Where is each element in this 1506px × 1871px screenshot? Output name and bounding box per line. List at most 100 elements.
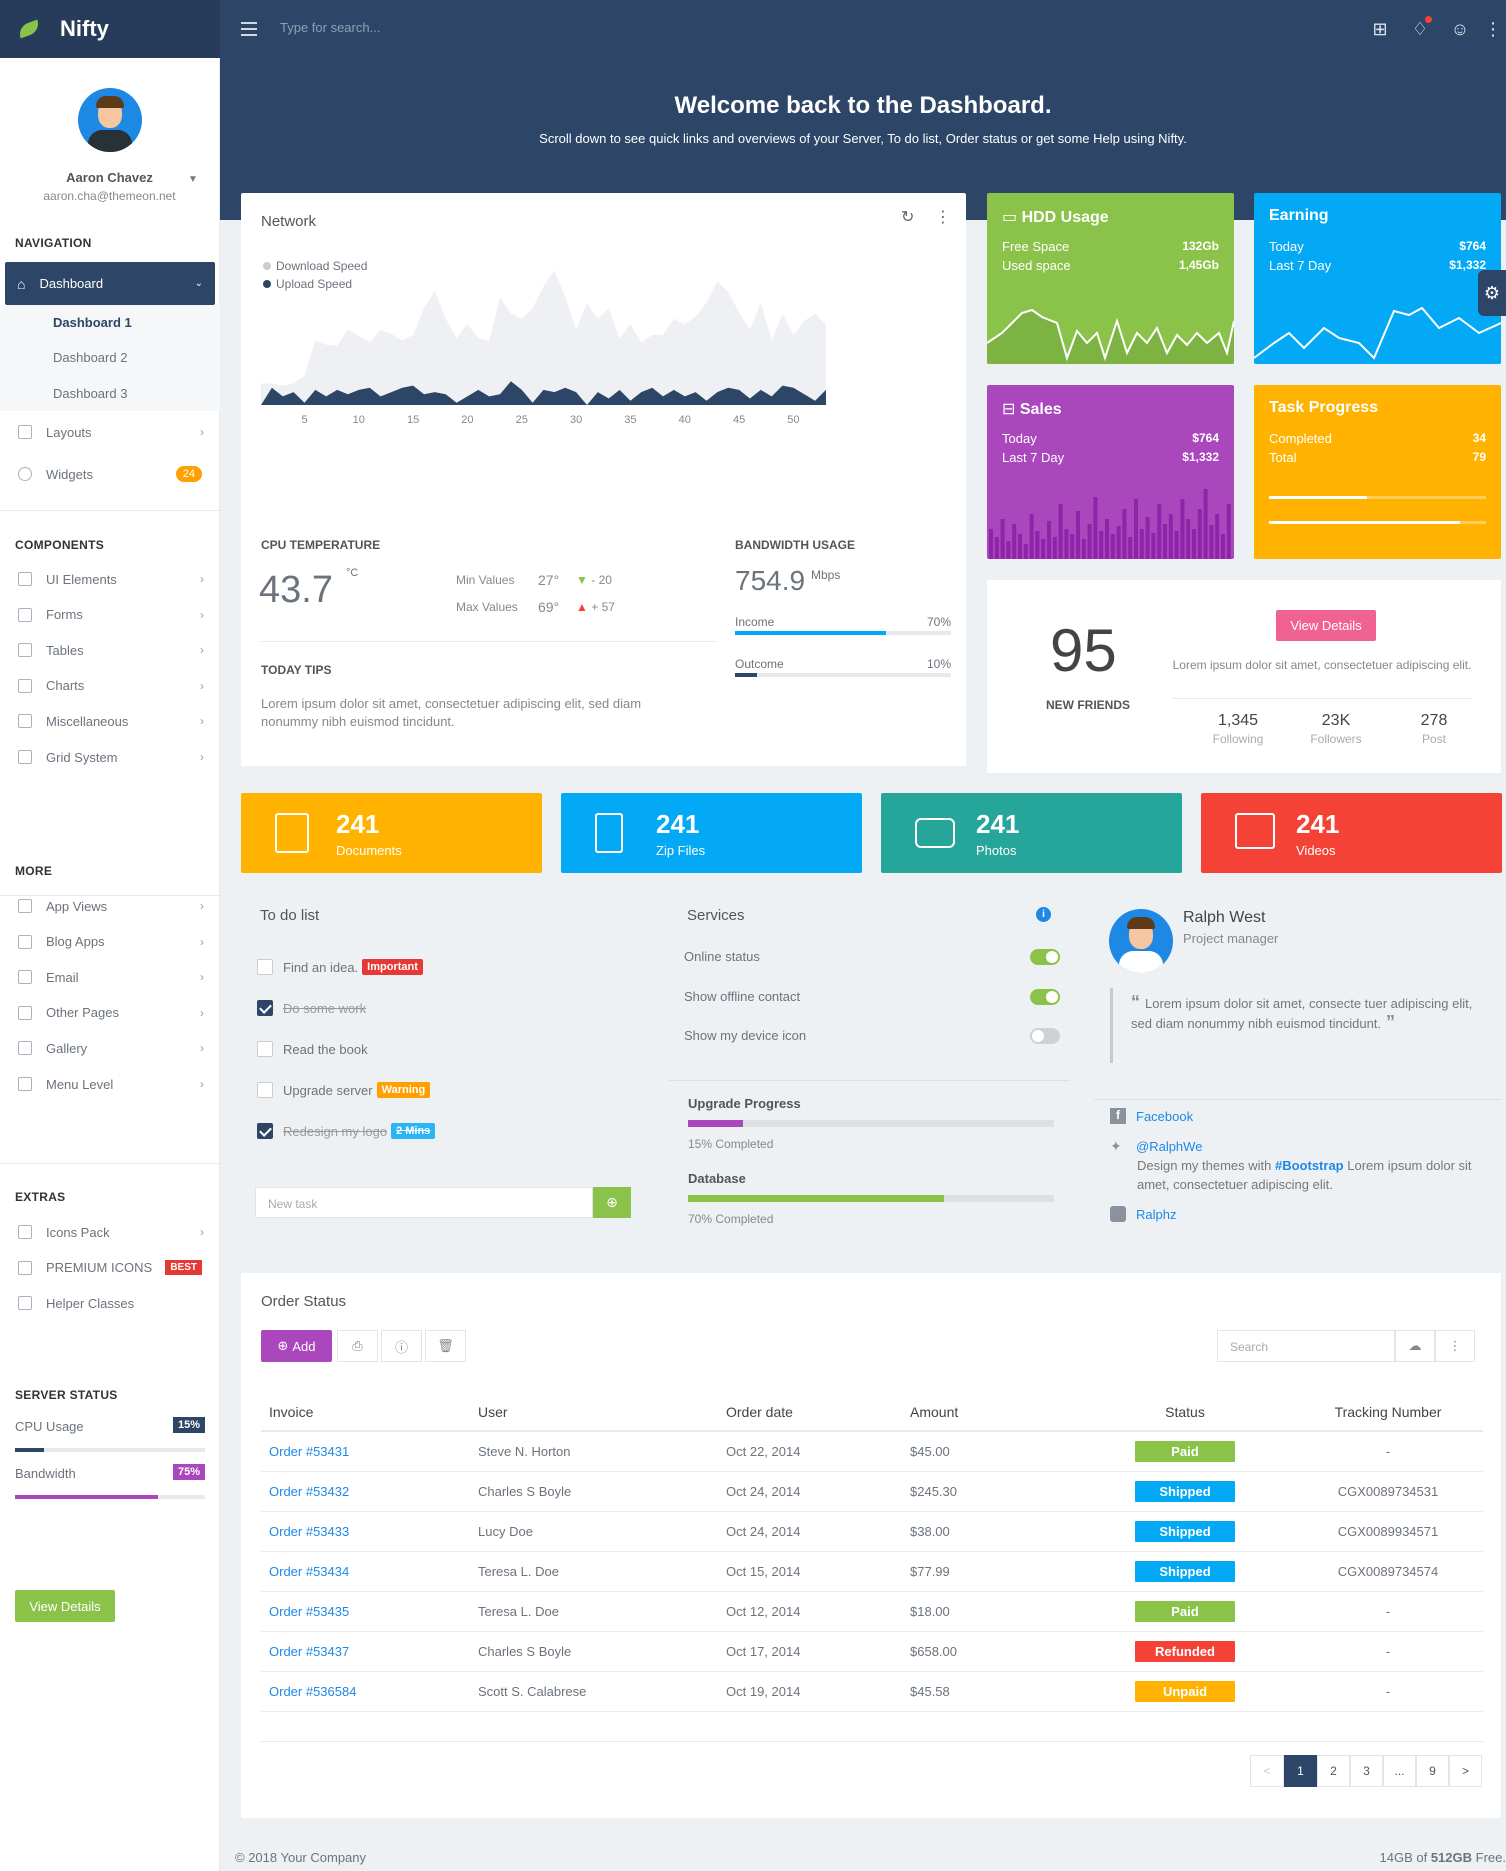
- videos-stat[interactable]: 241 Videos: [1201, 793, 1502, 873]
- sidebar-item-comp-2[interactable]: Tables ›: [0, 629, 220, 671]
- min-value: 27°: [538, 572, 560, 588]
- info-button[interactable]: ⓘ: [381, 1330, 422, 1362]
- pagination-item[interactable]: <: [1250, 1755, 1284, 1787]
- column-header[interactable]: Order date: [726, 1393, 910, 1432]
- pagination-item[interactable]: 1: [1284, 1755, 1317, 1787]
- sidebar-item-comp-1[interactable]: Forms ›: [0, 594, 220, 636]
- sales-tile[interactable]: ⊟ Sales Today $764 Last 7 Day $1,332: [987, 385, 1234, 559]
- sidebar-sub-dashboard-2[interactable]: Dashboard 2: [0, 340, 220, 375]
- sidebar-item-extra-1[interactable]: PREMIUM ICONS BEST: [0, 1247, 220, 1289]
- sidebar-item-widgets[interactable]: Widgets 24: [0, 453, 220, 495]
- profile-name[interactable]: Aaron Chavez: [66, 170, 153, 185]
- todo-checkbox[interactable]: [257, 1041, 273, 1057]
- caret-down-icon[interactable]: ▼: [188, 174, 198, 185]
- sidebar-item-more-2[interactable]: Email ›: [0, 956, 220, 998]
- column-header[interactable]: Invoice: [261, 1393, 478, 1432]
- sidebar-item-dashboard[interactable]: ⌂ Dashboard ⌄: [5, 262, 215, 305]
- twitter-link[interactable]: ✦ @RalphWe: [1110, 1138, 1202, 1155]
- order-search-input[interactable]: Search: [1217, 1330, 1395, 1362]
- sidebar-item-more-5[interactable]: Menu Level ›: [0, 1063, 220, 1105]
- search-input[interactable]: Type for search...: [280, 20, 381, 35]
- todo-item[interactable]: Read the book: [257, 1041, 368, 1057]
- more-vertical-icon[interactable]: ⋮: [1484, 18, 1502, 39]
- toggle-online-status[interactable]: [1030, 949, 1060, 965]
- invoice-link[interactable]: Order #53434: [261, 1551, 478, 1592]
- info-icon[interactable]: i: [1036, 907, 1051, 922]
- instagram-link[interactable]: Ralphz: [1110, 1206, 1176, 1222]
- tweet-hashtag[interactable]: #Bootstrap: [1275, 1158, 1344, 1173]
- sidebar-item-comp-3[interactable]: Charts ›: [0, 665, 220, 707]
- print-button[interactable]: ⎙: [337, 1330, 378, 1362]
- todo-item[interactable]: Do some work: [257, 1000, 366, 1016]
- sales-bar: [1116, 526, 1121, 559]
- pagination-item[interactable]: ...: [1383, 1755, 1416, 1787]
- new-task-input[interactable]: New task: [255, 1187, 593, 1218]
- invoice-link[interactable]: Order #53437: [261, 1631, 478, 1672]
- facebook-link[interactable]: f Facebook: [1110, 1108, 1193, 1124]
- tile-label: Last 7 Day: [1002, 450, 1065, 465]
- sidebar-item-layouts[interactable]: Layouts ›: [0, 411, 220, 453]
- column-header[interactable]: Status: [1077, 1393, 1293, 1432]
- hdd-usage-tile[interactable]: ▭ HDD Usage Free Space 132Gb Used space 1,…: [987, 193, 1234, 364]
- sidebar-item-extra-2[interactable]: Helper Classes: [0, 1282, 220, 1324]
- camera-icon: [915, 818, 955, 848]
- sidebar-sub-dashboard-1[interactable]: Dashboard 1: [0, 305, 220, 340]
- toggle-offline-contact[interactable]: [1030, 989, 1060, 1005]
- download-button[interactable]: ☁: [1395, 1330, 1435, 1362]
- bell-icon[interactable]: ♢: [1400, 15, 1440, 40]
- more-options-button[interactable]: ⋮: [1435, 1330, 1475, 1362]
- column-header[interactable]: User: [478, 1393, 726, 1432]
- settings-gear-icon[interactable]: ⚙: [1478, 270, 1506, 316]
- avatar[interactable]: [77, 88, 142, 152]
- more-vertical-icon[interactable]: ⋮: [935, 209, 951, 226]
- documents-stat[interactable]: 241 Documents: [241, 793, 542, 873]
- sidebar-sub-dashboard-3[interactable]: Dashboard 3: [0, 375, 220, 411]
- view-details-button[interactable]: View Details: [15, 1590, 115, 1622]
- todo-checkbox[interactable]: [257, 1123, 273, 1139]
- invoice-link[interactable]: Order #53431: [261, 1431, 478, 1472]
- pagination-item[interactable]: 3: [1350, 1755, 1383, 1787]
- invoice-link[interactable]: Order #53433: [261, 1511, 478, 1552]
- add-order-button[interactable]: ⊕ Add: [261, 1330, 332, 1362]
- pagination-item[interactable]: 2: [1317, 1755, 1350, 1787]
- user-icon[interactable]: ☺: [1450, 18, 1470, 39]
- sidebar-item-more-1[interactable]: Blog Apps ›: [0, 921, 220, 963]
- status-cell: Shipped: [1077, 1511, 1293, 1552]
- menu-toggle-icon[interactable]: [241, 22, 257, 36]
- invoice-link[interactable]: Order #536584: [261, 1671, 478, 1712]
- sidebar-item-extra-0[interactable]: Icons Pack ›: [0, 1211, 220, 1253]
- add-task-button[interactable]: ⊕: [593, 1187, 631, 1218]
- pagination-item[interactable]: >: [1449, 1755, 1482, 1787]
- zip-files-stat[interactable]: 241 Zip Files: [561, 793, 862, 873]
- sidebar-item-comp-0[interactable]: UI Elements ›: [0, 558, 220, 600]
- todo-checkbox[interactable]: [257, 1082, 273, 1098]
- invoice-link[interactable]: Order #53435: [261, 1591, 478, 1632]
- sidebar-item-label: Layouts: [46, 424, 92, 440]
- photos-stat[interactable]: 241 Photos: [881, 793, 1182, 873]
- avatar[interactable]: [1109, 909, 1173, 973]
- refresh-icon[interactable]: ↻: [901, 209, 915, 226]
- column-header[interactable]: Amount: [910, 1393, 1077, 1432]
- todo-checkbox[interactable]: [257, 959, 273, 975]
- grid-icon[interactable]: ⊞: [1372, 18, 1388, 39]
- sidebar-item-comp-5[interactable]: Grid System ›: [0, 736, 220, 778]
- sidebar-item-more-0[interactable]: App Views ›: [0, 885, 220, 927]
- sidebar-item-more-3[interactable]: Other Pages ›: [0, 992, 220, 1034]
- date-cell: Oct 19, 2014: [726, 1671, 910, 1712]
- todo-item[interactable]: Redesign my logo 2 Mins: [257, 1123, 436, 1139]
- todo-checkbox[interactable]: [257, 1000, 273, 1016]
- sidebar-item-comp-4[interactable]: Miscellaneous ›: [0, 700, 220, 742]
- todo-item[interactable]: Upgrade server Warning: [257, 1082, 431, 1098]
- sidebar-item-more-4[interactable]: Gallery ›: [0, 1027, 220, 1069]
- toggle-device-icon[interactable]: [1030, 1028, 1060, 1044]
- todo-item[interactable]: Find an idea. Important: [257, 959, 423, 975]
- user-cell: Scott S. Calabrese: [478, 1671, 726, 1712]
- view-details-button[interactable]: View Details: [1276, 610, 1376, 641]
- column-header[interactable]: Tracking Number: [1293, 1393, 1483, 1432]
- pagination-item[interactable]: 9: [1416, 1755, 1449, 1787]
- earning-tile[interactable]: Earning Today $764 Last 7 Day $1,332: [1254, 193, 1501, 364]
- delete-button[interactable]: 🗑: [425, 1330, 466, 1362]
- task-progress-tile[interactable]: Task Progress Completed 34 Total 79: [1254, 385, 1501, 559]
- brand-logo[interactable]: Nifty: [0, 0, 220, 58]
- invoice-link[interactable]: Order #53432: [261, 1471, 478, 1512]
